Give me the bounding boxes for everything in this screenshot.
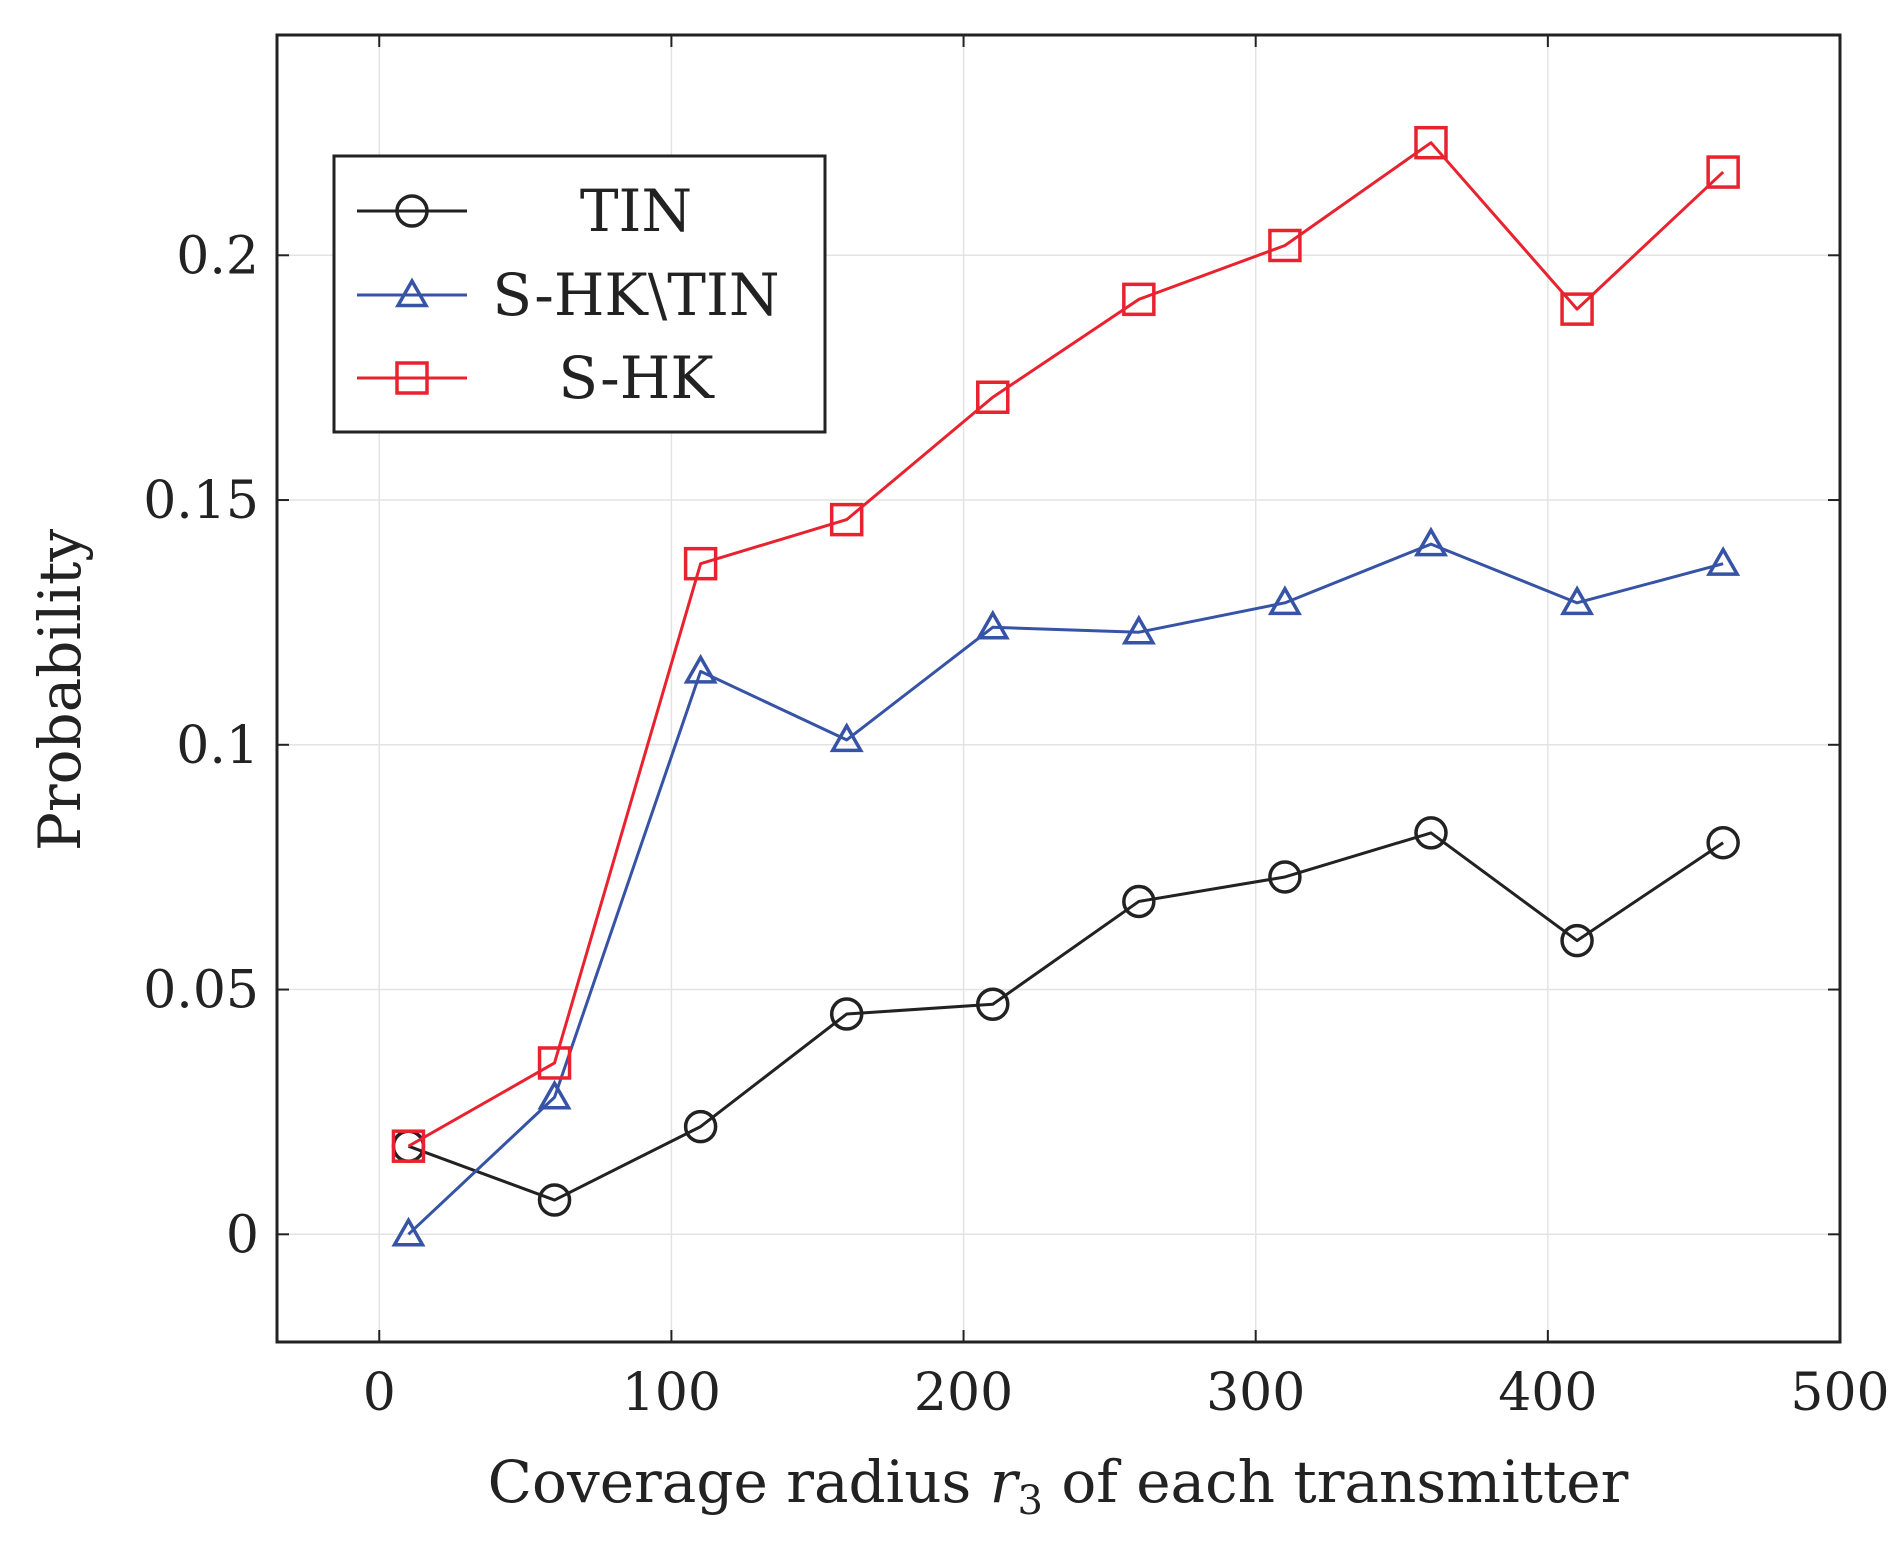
- x-tick-label: 300: [1206, 1363, 1305, 1423]
- legend: TIN S-HK\TIN S-HK: [332, 154, 827, 434]
- data-point: [1122, 884, 1156, 919]
- data-point: [1268, 228, 1302, 263]
- x-axis-label-prefix: Coverage radius: [488, 1448, 990, 1516]
- data-point: [1414, 125, 1448, 160]
- series-line: [407, 141, 1725, 1148]
- data-point: [1121, 614, 1156, 645]
- y-tick-label: 0: [226, 1205, 259, 1265]
- legend-label: TIN: [580, 177, 692, 245]
- data-point: [537, 1046, 572, 1080]
- data-point: [391, 1129, 426, 1163]
- data-point: [1560, 585, 1595, 616]
- data-point: [1268, 860, 1302, 894]
- legend-marker: [395, 361, 429, 395]
- data-point: [537, 1079, 572, 1110]
- x-axis-label-variable: r: [990, 1448, 1021, 1516]
- data-point: [1414, 816, 1448, 850]
- legend-entry: S-HK\TIN: [357, 261, 780, 329]
- x-axis-label: Coverage radius r3 of each transmitter: [488, 1448, 1629, 1524]
- data-point: [537, 1183, 572, 1217]
- series-circle: [391, 816, 1740, 1217]
- y-tick-label: 0.05: [143, 961, 259, 1021]
- legend-label: S-HK: [558, 344, 715, 412]
- data-point: [1706, 155, 1740, 189]
- legend-marker: [394, 277, 430, 308]
- data-point: [1413, 526, 1449, 557]
- data-point: [829, 502, 864, 537]
- y-tick-label: 0.2: [176, 226, 259, 286]
- data-point: [683, 653, 718, 684]
- data-point: [976, 987, 1010, 1021]
- legend-entry: TIN: [357, 177, 692, 245]
- data-point: [1267, 585, 1302, 616]
- y-tick-label: 0.15: [143, 471, 259, 531]
- x-tick-label: 400: [1498, 1363, 1597, 1423]
- x-axis-label-subscript: 3: [1018, 1478, 1043, 1524]
- legend-entry: S-HK: [357, 344, 715, 412]
- legend-label: S-HK\TIN: [492, 261, 779, 329]
- y-axis-label: Probability: [26, 529, 94, 851]
- data-point: [1122, 282, 1156, 317]
- x-tick-label: 200: [914, 1363, 1013, 1423]
- data-point: [976, 380, 1010, 414]
- data-point: [975, 609, 1010, 640]
- legend-marker: [395, 194, 429, 228]
- data-point: [391, 1216, 426, 1247]
- x-tick-label: 100: [622, 1363, 721, 1423]
- x-axis-label-suffix: of each transmitter: [1043, 1448, 1629, 1516]
- data-point: [683, 546, 718, 581]
- data-point: [1706, 546, 1741, 576]
- series-line: [407, 831, 1724, 1202]
- y-tick-label: 0.1: [176, 716, 259, 776]
- series-square: [391, 125, 1740, 1163]
- x-tick-label: 500: [1790, 1363, 1889, 1423]
- data-point: [829, 722, 864, 753]
- series-triangle: [391, 526, 1741, 1247]
- data-point: [829, 997, 864, 1031]
- data-point: [683, 1109, 718, 1144]
- data-point: [1560, 923, 1594, 958]
- data-point: [1706, 825, 1740, 860]
- plot-area-frame: [275, 33, 1842, 1344]
- x-tick-label: 0: [363, 1363, 396, 1423]
- axis-ticks: 0 100 200 300 400 500 0 0.05 0.1 0.15 0.2: [143, 35, 1890, 1423]
- data-point: [1560, 292, 1594, 326]
- series-line: [407, 542, 1724, 1236]
- series-group: [391, 125, 1741, 1247]
